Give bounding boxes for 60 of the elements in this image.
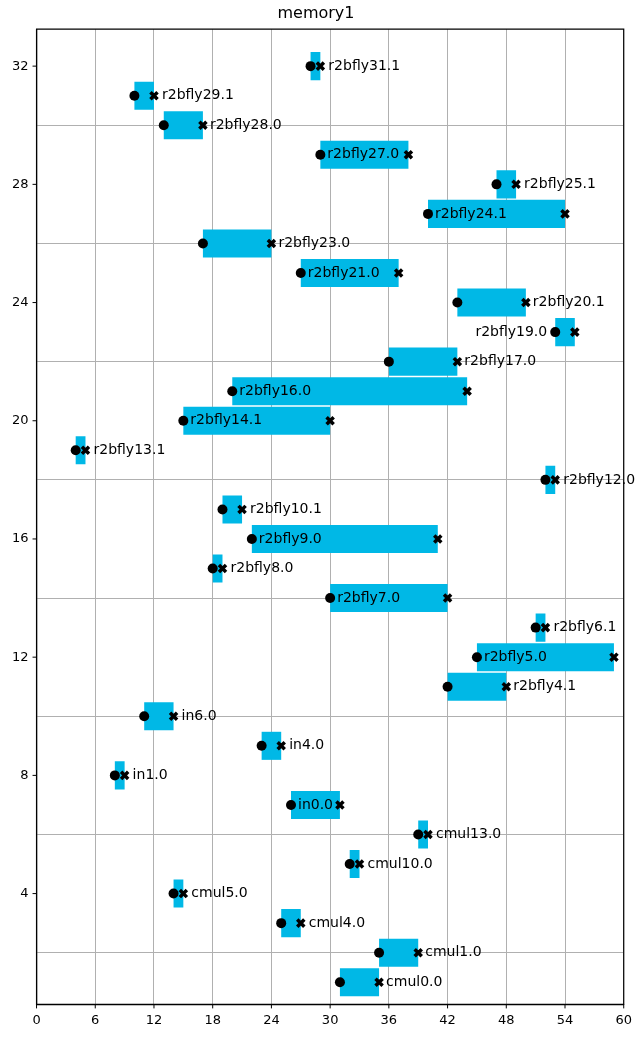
- annotation: r2bfly17.0: [464, 352, 537, 369]
- annotation: r2bfly27.0: [327, 145, 400, 162]
- x-tick-label: 0: [32, 1011, 41, 1027]
- y-tick-label: 8: [20, 766, 29, 782]
- annotation: r2bfly4.1: [513, 677, 577, 694]
- annotation: r2bfly16.0: [239, 381, 312, 398]
- y-tick-label: 4: [20, 884, 29, 900]
- bar: [379, 938, 419, 967]
- bar: [339, 968, 380, 997]
- annotation: cmul5.0: [191, 884, 248, 901]
- y-tick-label: 12: [12, 648, 29, 664]
- x-tick-label: 48: [498, 1011, 515, 1027]
- annotation: in1.0: [132, 766, 168, 783]
- annotation: cmul1.0: [425, 943, 482, 960]
- annotation: r2bfly8.0: [230, 559, 294, 576]
- x-tick-label: 18: [204, 1011, 221, 1027]
- x-tick-label: 36: [380, 1011, 398, 1027]
- annotation: in0.0: [297, 795, 334, 812]
- annotation: r2bfly7.0: [337, 588, 401, 605]
- x-tick-label: 6: [91, 1011, 100, 1027]
- annotation: r2bfly9.0: [258, 529, 322, 546]
- annotation: r2bfly20.1: [532, 293, 605, 310]
- bar: [183, 406, 331, 435]
- y-tick-label: 28: [12, 175, 29, 191]
- annotation: r2bfly14.1: [190, 411, 263, 428]
- y-tick-label: 20: [12, 412, 29, 428]
- chart-title: memory1: [277, 2, 355, 22]
- annotation: in6.0: [181, 706, 217, 723]
- annotation: r2bfly19.0: [475, 322, 548, 339]
- y-tick-label: 32: [12, 57, 29, 73]
- annotation: r2bfly31.1: [328, 56, 401, 73]
- bar: [457, 288, 526, 317]
- annotation: r2bfly29.1: [161, 86, 234, 103]
- annotation: cmul10.0: [367, 854, 433, 871]
- annotation: r2bfly23.0: [278, 234, 351, 251]
- x-tick-label: 60: [615, 1011, 632, 1027]
- bar: [202, 229, 272, 258]
- x-tick-label: 42: [439, 1011, 456, 1027]
- annotation: r2bfly6.1: [553, 618, 617, 635]
- annotation: r2bfly13.1: [93, 440, 166, 457]
- annotation: r2bfly21.0: [307, 263, 380, 280]
- bar: [447, 672, 507, 701]
- annotation: r2bfly5.0: [483, 647, 547, 664]
- annotation: r2bfly10.1: [250, 500, 322, 517]
- bar: [251, 524, 438, 553]
- bar: [163, 111, 203, 140]
- y-tick-label: 16: [12, 530, 29, 546]
- x-tick-label: 30: [321, 1011, 339, 1027]
- annotation: cmul4.0: [308, 913, 366, 930]
- y-tick-label: 24: [12, 293, 29, 309]
- annotation: r2bfly24.1: [435, 204, 507, 221]
- bar: [144, 702, 174, 731]
- annotation: r2bfly25.1: [524, 174, 596, 191]
- annotation: in4.0: [289, 736, 325, 753]
- annotation: cmul0.0: [386, 972, 443, 989]
- annotation: cmul13.0: [436, 825, 502, 842]
- annotation: r2bfly28.0: [209, 115, 282, 132]
- x-tick-label: 24: [263, 1011, 280, 1027]
- x-tick-label: 12: [145, 1011, 163, 1027]
- x-tick-label: 54: [556, 1011, 574, 1027]
